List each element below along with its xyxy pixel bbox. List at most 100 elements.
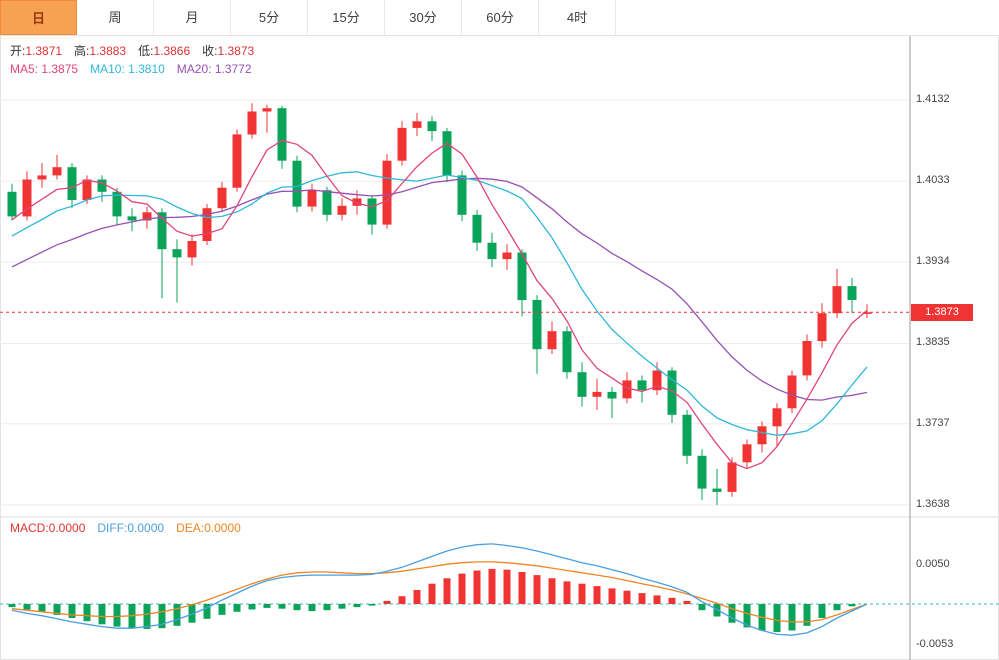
candle-body <box>412 121 422 128</box>
ma-legend: MA5: 1.3875 MA10: 1.3810 MA20: 1.3772 <box>10 62 264 76</box>
diff-line <box>11 543 868 636</box>
macd-histogram-bar <box>473 570 481 604</box>
ohlc-readout: 开:1.3871 高:1.3883 低:1.3866 收:1.3873 <box>10 42 266 59</box>
candle-body <box>382 160 392 225</box>
high-value: 1.3883 <box>89 44 127 58</box>
candle-body <box>637 380 647 391</box>
candle-body <box>262 108 272 112</box>
candle-body <box>67 167 77 200</box>
macd-histogram-bar <box>848 604 856 607</box>
timeframe-tabs: 日周月 5分 15分 30分 60分 4时 <box>0 0 999 36</box>
macd-histogram-bar <box>608 588 616 604</box>
candle-body <box>337 205 347 215</box>
tab-30min[interactable]: 30分 <box>385 0 462 35</box>
candle-body <box>352 198 362 206</box>
macd-histogram-bar <box>278 604 286 609</box>
macd-histogram-bar <box>68 604 76 618</box>
ma10-line <box>11 171 868 436</box>
macd-histogram-bar <box>728 604 736 623</box>
candle-body <box>367 198 377 225</box>
candle-body <box>142 212 152 221</box>
candle-body <box>22 179 32 217</box>
macd-histogram-bar <box>518 572 526 604</box>
price-axis-label: 1.4033 <box>916 174 950 186</box>
candle-body <box>727 462 737 492</box>
macd-histogram-bar <box>773 604 781 633</box>
macd-histogram-bar <box>338 604 346 609</box>
macd-histogram-bar <box>668 597 676 604</box>
macd-histogram-bar <box>458 573 466 604</box>
macd-histogram-bar <box>833 604 841 611</box>
macd-histogram-bar <box>188 604 196 623</box>
dea-line <box>11 561 868 623</box>
macd-histogram-bar <box>698 604 706 611</box>
macd-histogram-bar <box>158 604 166 629</box>
tab-60min[interactable]: 60分 <box>462 0 539 35</box>
dea-value: DEA:0.0000 <box>176 521 241 535</box>
macd-histogram-bar <box>488 568 496 604</box>
candle-body <box>442 131 452 176</box>
macd-histogram-bar <box>113 604 121 627</box>
candle-body <box>817 313 827 342</box>
macd-histogram-bar <box>398 596 406 604</box>
macd-histogram-bar <box>263 604 271 608</box>
candle-body <box>652 370 662 391</box>
macd-histogram-bar <box>503 569 511 604</box>
macd-histogram-bar <box>218 604 226 615</box>
low-value: 1.3866 <box>153 44 191 58</box>
tab-4hour[interactable]: 4时 <box>539 0 616 35</box>
candle-body <box>82 179 92 200</box>
candle-body <box>562 331 572 373</box>
candle-body <box>7 191 17 217</box>
macd-histogram-bar <box>383 600 391 604</box>
ma20-line <box>11 177 868 401</box>
tab-15min[interactable]: 15分 <box>308 0 385 35</box>
candle-body <box>172 249 182 258</box>
macd-value: MACD:0.0000 <box>10 521 86 535</box>
tab-5min[interactable]: 5分 <box>231 0 308 35</box>
candle-body <box>742 444 752 463</box>
candle-body <box>622 380 632 399</box>
candle-body <box>397 127 407 161</box>
candle-body <box>712 488 722 492</box>
ma5-legend: MA5: 1.3875 <box>10 62 79 76</box>
candle-body <box>322 190 332 215</box>
current-price-tag: 1.3873 <box>911 304 973 321</box>
candle-body <box>832 286 842 314</box>
macd-histogram-bar <box>653 595 661 604</box>
candle-body <box>772 408 782 427</box>
macd-legend: MACD:0.0000 DIFF:0.0000 DEA:0.0000 <box>10 521 241 535</box>
macd-histogram-bar <box>623 590 631 604</box>
macd-histogram-bar <box>638 593 646 604</box>
macd-histogram-bar <box>203 604 211 619</box>
macd-histogram-bar <box>428 583 436 604</box>
candle-body <box>787 375 797 409</box>
tab-week[interactable]: 周 <box>77 0 154 35</box>
ma20-legend: MA20: 1.3772 <box>176 62 252 76</box>
macd-histogram-bar <box>443 578 451 604</box>
close-value: 1.3873 <box>217 44 255 58</box>
macd-histogram-bar <box>248 604 256 610</box>
macd-histogram-bar <box>818 604 826 618</box>
tab-month[interactable]: 月 <box>154 0 231 35</box>
macd-histogram-bar <box>308 604 316 611</box>
macd-histogram-bar <box>8 604 16 608</box>
candle-body <box>667 370 677 415</box>
macd-histogram-bar <box>548 578 556 604</box>
macd-histogram-bar <box>143 604 151 629</box>
macd-histogram-bar <box>788 604 796 631</box>
candle-body <box>232 134 242 188</box>
macd-histogram-bar <box>803 604 811 626</box>
tab-day[interactable]: 日 <box>0 0 77 35</box>
candle-body <box>517 252 527 301</box>
candle-body <box>457 175 467 215</box>
candle-body <box>97 179 107 192</box>
candle-body <box>607 391 617 399</box>
macd-axis-label: 0.0050 <box>916 558 950 570</box>
candle-body <box>112 191 122 217</box>
macd-histogram-bar <box>233 604 241 612</box>
price-axis-label: 1.3835 <box>916 336 950 348</box>
candle-body <box>757 426 767 445</box>
